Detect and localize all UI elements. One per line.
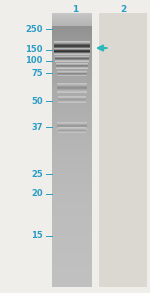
Text: 25: 25: [31, 170, 43, 179]
Text: 1: 1: [72, 5, 78, 14]
Bar: [99, 13, 147, 287]
Text: 15: 15: [31, 231, 43, 240]
Text: 50: 50: [31, 97, 43, 105]
Text: 20: 20: [31, 190, 43, 198]
Text: 75: 75: [31, 69, 43, 78]
Bar: [52, 13, 92, 287]
Text: 2: 2: [120, 5, 126, 14]
Text: 250: 250: [25, 25, 43, 34]
Text: 37: 37: [31, 123, 43, 132]
Text: 100: 100: [25, 56, 43, 65]
Text: 150: 150: [25, 45, 43, 54]
